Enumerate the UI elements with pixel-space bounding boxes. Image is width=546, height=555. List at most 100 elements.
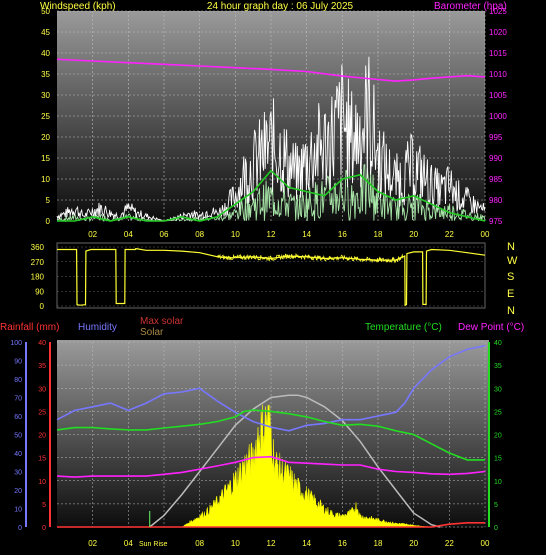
climate-xtick-label: 00 — [481, 539, 490, 548]
temperature-ytick-label: 20 — [494, 433, 502, 440]
humidity-line — [56, 344, 486, 432]
barometer-ytick-label: 995 — [489, 133, 503, 142]
temperature-ytick-label: 30 — [494, 386, 502, 393]
windspeed-axis-title: Windspeed (kph) — [40, 1, 116, 12]
rain-ytick-label: 25 — [38, 409, 46, 416]
humidity-ytick-label: 30 — [14, 470, 22, 477]
barometer-ytick-label: 1005 — [489, 91, 507, 100]
barometer-ytick-label: 1020 — [489, 28, 507, 37]
temperature-ytick-label: 10 — [494, 479, 502, 486]
direction-label-s: S — [507, 271, 514, 283]
wind-ytick-label: 35 — [41, 70, 50, 79]
climate-xtick-label: 18 — [374, 539, 383, 548]
barometer-ytick-label: 980 — [489, 196, 503, 205]
temperature-ytick-label: 0 — [494, 525, 498, 532]
wind-xtick-label: 06 — [160, 230, 169, 239]
rain-ytick-label: 40 — [38, 340, 46, 347]
sunrise-label: Sun Rise — [139, 541, 168, 548]
direction-plot-area — [56, 242, 486, 309]
wind-ytick-label: 5 — [46, 196, 51, 205]
chart-title: 24 hour graph day : 06 July 2025 — [207, 1, 354, 12]
direction-ytick-label: 90 — [35, 287, 44, 296]
humidity-ytick-label: 100 — [10, 340, 22, 347]
direction-ytick-label: 270 — [31, 258, 45, 267]
climate-xtick-label: 08 — [195, 539, 204, 548]
max-solar-legend: Max solar — [140, 316, 184, 327]
humidity-ytick-label: 90 — [14, 359, 22, 366]
rain-ytick-label: 5 — [42, 502, 46, 509]
climate-xtick-label: 20 — [409, 539, 418, 548]
temperature-ytick-label: 40 — [494, 340, 502, 347]
climate-xtick-label: 02 — [88, 539, 97, 548]
wind-ytick-label: 0 — [46, 217, 51, 226]
humidity-ytick-label: 60 — [14, 414, 22, 421]
wind-xtick-label: 08 — [195, 230, 204, 239]
wind-xtick-label: 04 — [124, 230, 133, 239]
wind-ytick-label: 40 — [41, 49, 50, 58]
direction-ytick-label: 0 — [40, 302, 45, 311]
rain-ytick-label: 15 — [38, 456, 46, 463]
temperature-axis-title: Temperature (°C) — [365, 322, 442, 333]
wind-xtick-label: 02 — [88, 230, 97, 239]
direction-label-n-top: N — [507, 241, 515, 253]
barometer-ytick-label: 1015 — [489, 49, 507, 58]
barometer-ytick-label: 1025 — [489, 7, 507, 16]
wind-xtick-label: 22 — [445, 230, 454, 239]
climate-xtick-label: 12 — [267, 539, 276, 548]
wind-ytick-label: 50 — [41, 7, 50, 16]
barometer-axis-title: Barometer (hpa) — [434, 1, 507, 12]
rainfall-line — [57, 522, 485, 528]
direction-label-n-bottom: N — [507, 305, 515, 317]
temperature-ytick-label: 25 — [494, 409, 502, 416]
wind-ytick-label: 10 — [41, 175, 50, 184]
rain-ytick-label: 0 — [42, 525, 46, 532]
max-solar-line — [149, 394, 441, 528]
dew-point-axis-title: Dew Point (°C) — [458, 322, 524, 333]
solar-area — [180, 404, 432, 528]
wind-xtick-label: 12 — [267, 230, 276, 239]
wind-xtick-label: 00 — [481, 230, 490, 239]
barometer-ytick-label: 985 — [489, 175, 503, 184]
barometer-line — [56, 58, 486, 82]
direction-ytick-label: 180 — [31, 273, 45, 282]
wind-average-line — [57, 169, 486, 222]
barometer-ytick-label: 975 — [489, 217, 503, 226]
wind-ytick-label: 25 — [41, 112, 50, 121]
temperature-ytick-label: 35 — [494, 363, 502, 370]
humidity-ytick-label: 40 — [14, 451, 22, 458]
direction-noise-line — [217, 252, 404, 264]
wind-ytick-label: 30 — [41, 91, 50, 100]
wind-ytick-label: 45 — [41, 28, 50, 37]
humidity-ytick-label: 10 — [14, 507, 22, 514]
climate-xtick-label: 10 — [231, 539, 240, 548]
wind-xtick-label: 14 — [302, 230, 311, 239]
dew-point-line — [56, 455, 486, 478]
direction-ytick-label: 360 — [31, 243, 45, 252]
humidity-ytick-label: 50 — [14, 433, 22, 440]
climate-xtick-label: 04 — [124, 539, 133, 548]
rainfall-axis-title: Rainfall (mm) — [0, 322, 59, 333]
solar-legend: Solar — [140, 327, 164, 338]
rain-ytick-label: 20 — [38, 433, 46, 440]
direction-label-e: E — [507, 288, 514, 300]
humidity-axis-title: Humidity — [78, 322, 117, 333]
direction-label-w: W — [507, 255, 518, 267]
wind-xtick-label: 10 — [231, 230, 240, 239]
wind-xtick-label: 20 — [409, 230, 418, 239]
temperature-ytick-label: 15 — [494, 456, 502, 463]
temperature-ytick-label: 5 — [494, 502, 498, 509]
barometer-ytick-label: 1000 — [489, 112, 507, 121]
climate-xtick-label: 22 — [445, 539, 454, 548]
humidity-ytick-label: 70 — [14, 396, 22, 403]
wind-ytick-label: 20 — [41, 133, 50, 142]
humidity-ytick-label: 20 — [14, 488, 22, 495]
barometer-ytick-label: 990 — [489, 154, 503, 163]
rain-ytick-label: 35 — [38, 363, 46, 370]
rain-ytick-label: 30 — [38, 386, 46, 393]
climate-xtick-label: 16 — [338, 539, 347, 548]
temperature-line — [56, 409, 485, 461]
humidity-ytick-label: 0 — [18, 525, 22, 532]
wind-xtick-label: 16 — [338, 230, 347, 239]
climate-xtick-label: 14 — [302, 539, 311, 548]
